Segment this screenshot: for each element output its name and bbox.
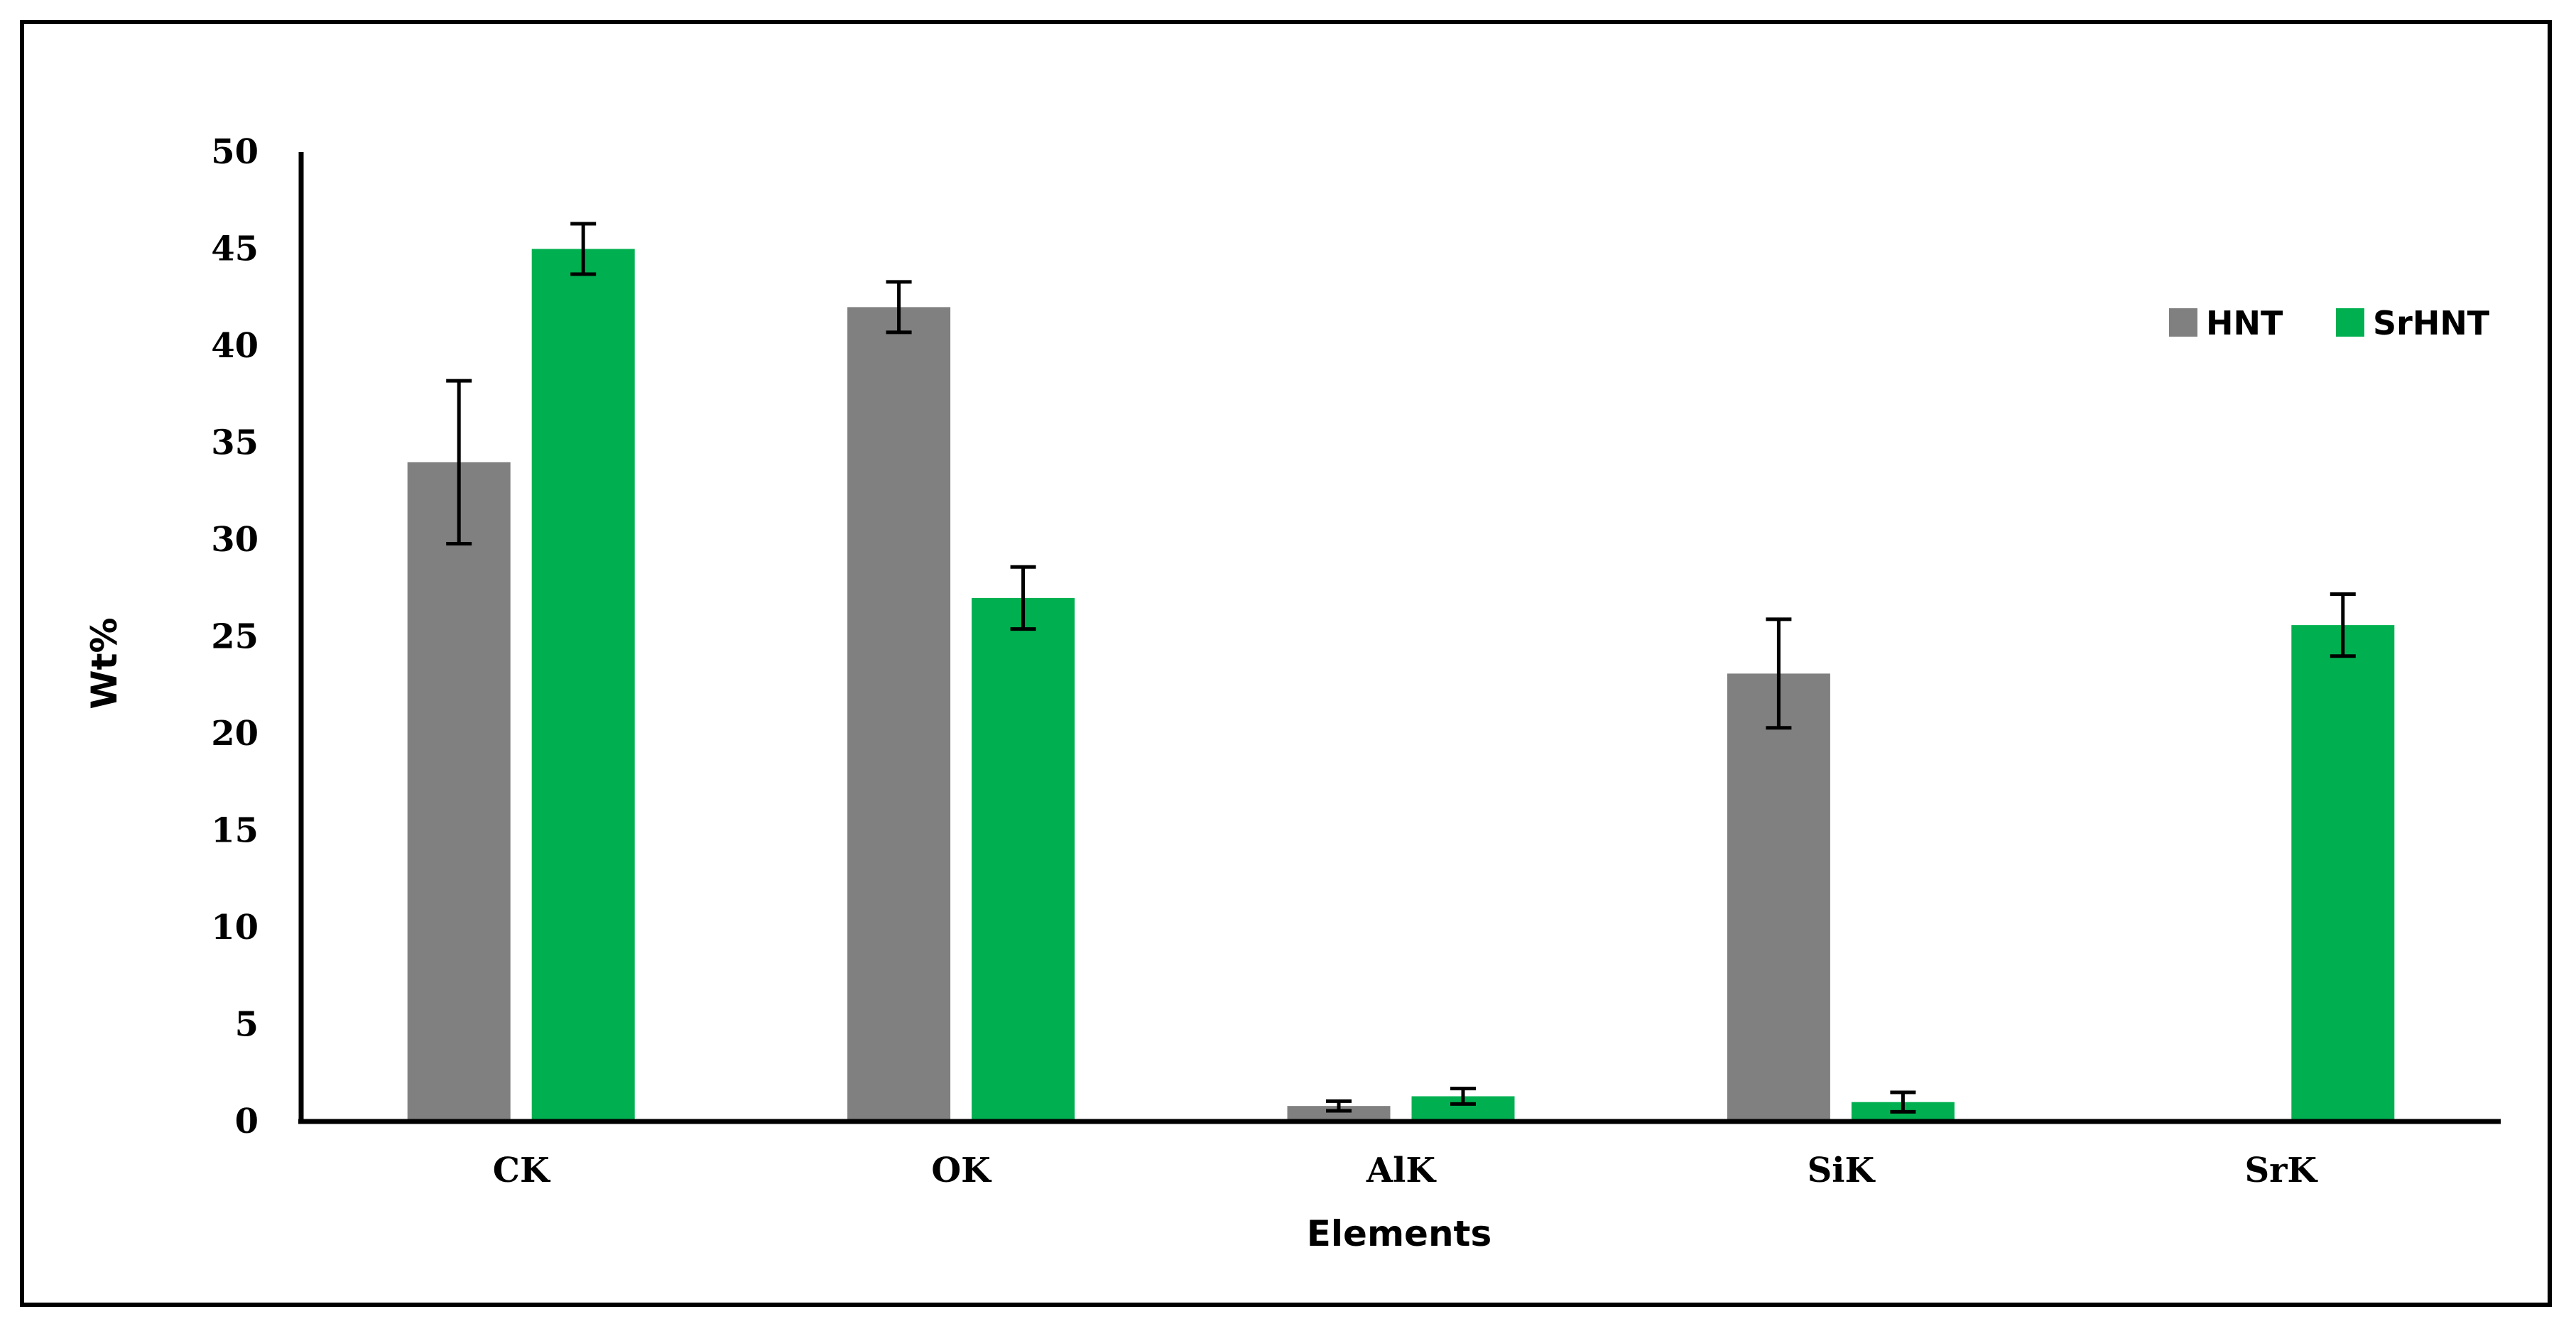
legend-label-hnt: HNT: [2206, 304, 2283, 342]
y-tick-label: 30: [211, 520, 259, 560]
bar-srhnt-ck: [531, 249, 635, 1121]
y-tick-label: 35: [211, 423, 259, 463]
legend-swatch-hnt: [2169, 308, 2197, 337]
y-axis-ticks: 0 5 10 15 20 25 30 35 40 45 50: [211, 132, 259, 1141]
bar-srhnt-ok: [972, 597, 1075, 1121]
y-tick-label: 20: [211, 714, 259, 754]
bar-hnt-alk: [1287, 1106, 1391, 1121]
y-tick-label: 40: [211, 326, 259, 366]
bar-chart: 0 5 10 15 20 25 30 35 40 45 50 CK OK AlK SiK SrK Wt% E…: [84, 132, 2501, 1254]
bar-hnt-sik: [1727, 673, 1830, 1121]
x-tick-label: SiK: [1808, 1151, 1876, 1190]
bar-srhnt-srk: [2291, 625, 2395, 1121]
x-tick-label: CK: [493, 1151, 551, 1190]
y-tick-label: 0: [235, 1102, 259, 1141]
x-tick-label: AlK: [1366, 1151, 1437, 1190]
legend: HNT SrHNT: [2169, 304, 2490, 342]
plot-area: [407, 222, 2395, 1121]
bar-hnt-ck: [407, 462, 511, 1121]
y-tick-label: 50: [211, 132, 259, 172]
x-tick-label: OK: [931, 1151, 992, 1190]
chart-frame: 0 5 10 15 20 25 30 35 40 45 50 CK OK AlK SiK SrK Wt% E…: [20, 20, 2552, 1307]
y-tick-label: 25: [211, 617, 259, 657]
y-axis-title: Wt%: [84, 617, 125, 709]
y-tick-label: 10: [211, 908, 259, 947]
bar-hnt-ok: [847, 307, 951, 1121]
axes: [298, 152, 2501, 1124]
x-tick-label: SrK: [2244, 1151, 2318, 1190]
y-tick-label: 5: [235, 1005, 259, 1045]
x-axis-tick-labels: CK OK AlK SiK SrK: [493, 1151, 2319, 1190]
y-tick-label: 15: [211, 811, 259, 851]
y-tick-label: 45: [211, 229, 259, 269]
legend-label-srhnt: SrHNT: [2373, 304, 2490, 342]
legend-swatch-srhnt: [2336, 308, 2364, 337]
x-axis-title: Elements: [1307, 1213, 1491, 1254]
